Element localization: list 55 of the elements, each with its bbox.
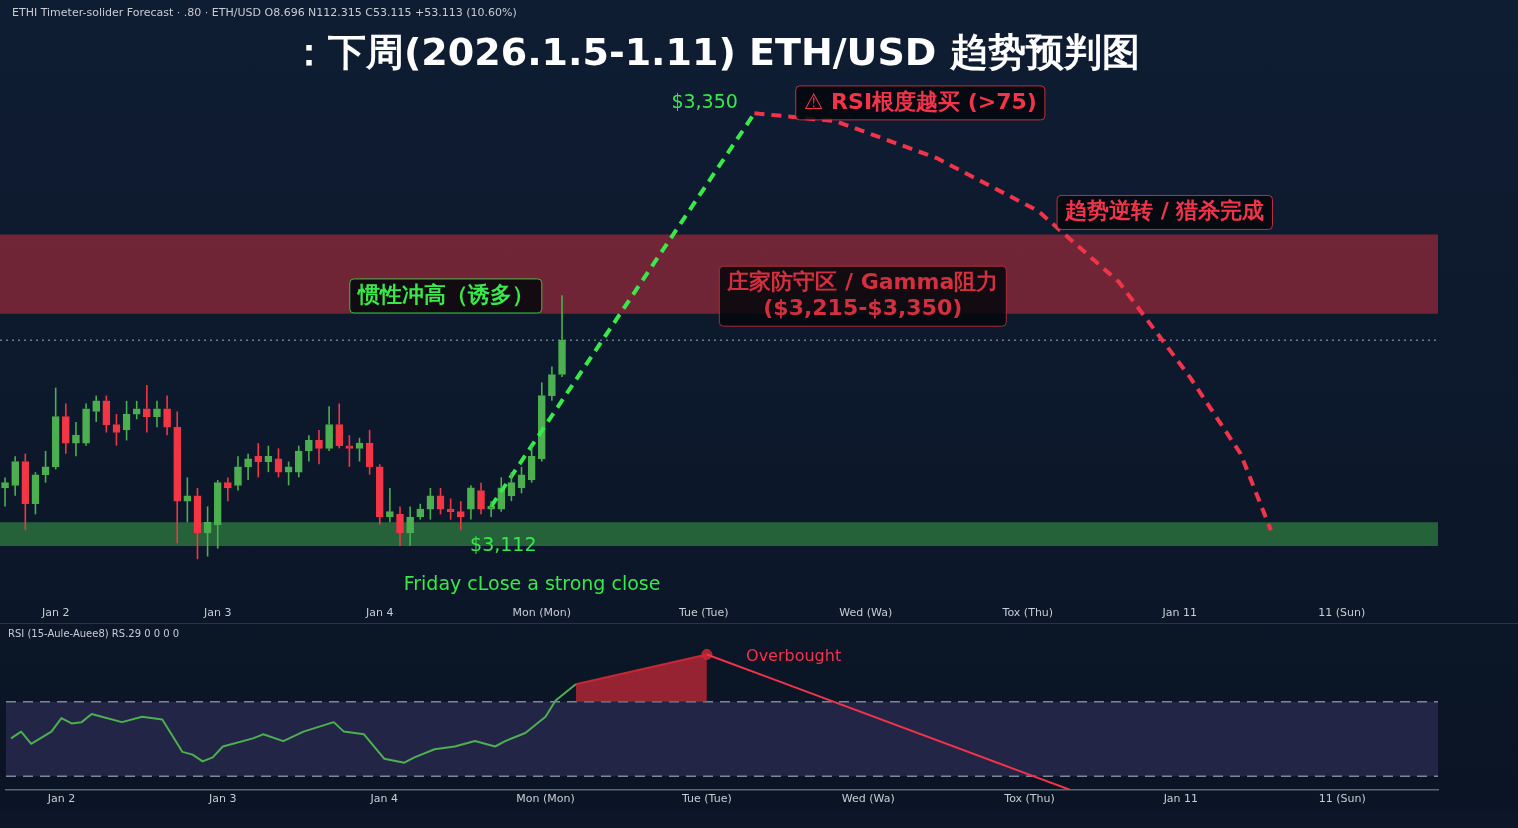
candlestick bbox=[254, 442, 263, 479]
x-tick-label: Jan 4 bbox=[369, 792, 398, 806]
candlestick bbox=[325, 405, 333, 452]
chart-subtitle: ETHI Timeter-solider Forecast · .80 · ETH/USD O8.696 N112.315 C53.115 +53.113 (10.60%) bbox=[11, 5, 518, 19]
candlestick bbox=[406, 505, 414, 547]
candlestick bbox=[72, 421, 80, 458]
x-tick-label: Mon (Mon) bbox=[512, 606, 572, 620]
candlestick bbox=[305, 434, 313, 463]
candlestick bbox=[477, 481, 485, 516]
x-tick-label: Tue (Tue) bbox=[677, 606, 729, 620]
candlestick bbox=[163, 394, 171, 436]
annotation: Overbought bbox=[746, 645, 842, 665]
x-tick-label: Jan 11 bbox=[1161, 606, 1197, 620]
x-tick-label: Wed (Wa) bbox=[841, 792, 895, 806]
x-tick-label: Jan 11 bbox=[1162, 792, 1199, 806]
x-tick-label: Jan 3 bbox=[203, 606, 232, 620]
candlestick bbox=[315, 429, 323, 465]
x-tick-label: Jan 2 bbox=[46, 792, 76, 806]
candlestick bbox=[143, 384, 151, 434]
candlestick bbox=[11, 455, 20, 497]
candlestick bbox=[153, 400, 161, 429]
candlestick bbox=[294, 444, 303, 479]
candlestick bbox=[92, 394, 101, 423]
candlestick bbox=[234, 455, 242, 492]
chart-title: ：下周(2026.1.5-1.11) ETH/USD 趋势预判图 bbox=[289, 29, 1141, 76]
candlestick bbox=[173, 410, 182, 545]
band-label: 庄家防守区 / Gamma阻力 ($3,215-$3,350) bbox=[726, 268, 999, 320]
x-tick-label: Jan 3 bbox=[208, 792, 237, 806]
x-tick-label: Tue (Tue) bbox=[681, 792, 732, 806]
candlestick bbox=[467, 484, 475, 521]
candlestick bbox=[558, 294, 566, 378]
x-tick-label: Wed (Wa) bbox=[839, 606, 893, 620]
candlestick bbox=[375, 463, 384, 526]
candlestick bbox=[82, 402, 90, 447]
candlestick bbox=[396, 505, 404, 547]
x-tick-label: Mon (Mon) bbox=[516, 792, 575, 806]
text: Friday cLose a strong close bbox=[403, 572, 661, 595]
x-tick-label: Tox (Thu) bbox=[1003, 792, 1055, 806]
x-tick-label: Jan 2 bbox=[40, 606, 70, 620]
candlestick bbox=[244, 452, 252, 481]
candlestick bbox=[487, 500, 495, 518]
text: ⚠ RSI根度越买 (>75) bbox=[803, 88, 1037, 114]
text: 趋势逆转 / 猎杀完成 bbox=[1064, 198, 1265, 224]
candlestick bbox=[548, 365, 556, 402]
x-tick-label: 11 (Sun) bbox=[1318, 792, 1366, 806]
candlestick bbox=[335, 402, 344, 450]
annotation: 惯性冲高（诱多） bbox=[355, 281, 534, 307]
text: $3,350 bbox=[671, 89, 738, 112]
x-tick-label: Tox (Thu) bbox=[1001, 606, 1054, 620]
candlestick bbox=[61, 402, 70, 455]
x-tick-label: Jan 4 bbox=[365, 606, 394, 620]
candlestick bbox=[416, 502, 425, 521]
candlestick bbox=[213, 479, 222, 550]
chart-title: RSI (15-Aule-Auee8) RS.29 0 0 0 0 bbox=[7, 627, 181, 639]
x-tick-label: 11 (Sun) bbox=[1318, 606, 1366, 620]
